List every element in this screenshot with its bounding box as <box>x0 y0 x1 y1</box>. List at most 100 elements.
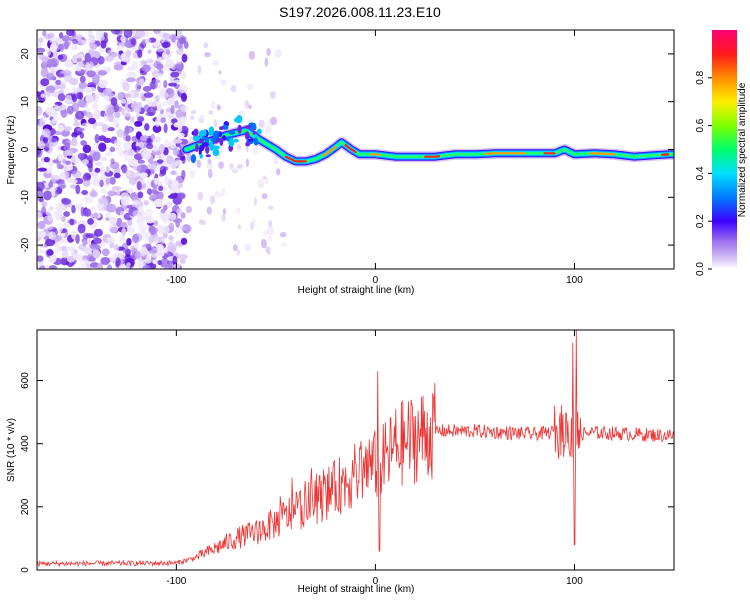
noise-speckle <box>247 83 254 91</box>
ridge-hot-segment <box>344 144 357 153</box>
colorbar-tick-label: 0.8 <box>695 70 706 84</box>
noise-speckle <box>84 52 91 63</box>
noise-speckle <box>217 153 222 160</box>
noise-speckle <box>150 163 157 170</box>
ridge-blob <box>201 142 209 147</box>
noise-speckle <box>60 109 68 118</box>
noise-speckle <box>133 200 139 206</box>
noise-speckle <box>37 160 45 166</box>
noise-speckle <box>152 144 159 152</box>
noise-speckle <box>218 192 225 197</box>
noise-speckle <box>144 123 150 131</box>
noise-speckle <box>206 162 214 169</box>
noise-speckle <box>106 236 115 244</box>
noise-speckle <box>181 155 186 164</box>
noise-speckle <box>43 147 50 152</box>
noise-speckle <box>60 232 66 238</box>
noise-speckle <box>159 91 169 99</box>
noise-speckle <box>135 30 146 38</box>
noise-speckle <box>49 43 58 53</box>
noise-speckle <box>132 234 139 244</box>
noise-speckle <box>113 172 121 179</box>
noise-speckle <box>236 249 240 256</box>
noise-speckle <box>221 187 226 194</box>
noise-speckle <box>82 174 88 181</box>
noise-speckle <box>248 118 253 124</box>
noise-speckle <box>148 249 158 254</box>
noise-speckle <box>48 231 56 241</box>
noise-speckle <box>237 224 241 230</box>
noise-speckle <box>160 36 165 44</box>
noise-speckle <box>45 106 56 116</box>
noise-speckle <box>57 54 64 60</box>
noise-speckle <box>170 104 175 115</box>
noise-speckle <box>174 228 181 235</box>
noise-speckle <box>99 165 106 176</box>
noise-speckle <box>146 137 152 143</box>
figure-title: S197.2026.008.11.23.E10 <box>279 4 441 20</box>
noise-speckle <box>161 41 171 49</box>
noise-speckle <box>153 235 162 244</box>
noise-speckle <box>120 35 126 43</box>
noise-speckle <box>106 203 116 213</box>
snr-y-tick-label: 200 <box>20 498 31 515</box>
noise-speckle <box>71 43 78 51</box>
noise-speckle <box>95 35 106 41</box>
noise-speckle <box>113 64 124 71</box>
noise-speckle <box>77 99 87 108</box>
noise-speckle <box>180 212 186 219</box>
noise-speckle <box>144 257 152 264</box>
noise-speckle <box>64 40 69 50</box>
ridge-blob <box>192 135 201 142</box>
noise-speckle <box>137 224 147 231</box>
noise-speckle <box>46 72 55 81</box>
ridge-blob <box>244 125 252 129</box>
noise-speckle <box>76 127 85 132</box>
ridge-blob <box>210 136 217 142</box>
noise-speckle <box>166 201 173 208</box>
noise-speckle <box>154 94 160 103</box>
noise-speckle <box>73 121 80 127</box>
ridge-hot-segment <box>589 152 616 156</box>
ridge-blob <box>253 137 259 146</box>
noise-speckle <box>153 177 159 185</box>
noise-speckle <box>43 156 50 163</box>
noise-speckle <box>99 179 104 188</box>
noise-speckle <box>64 142 71 151</box>
noise-speckle <box>145 243 152 250</box>
noise-speckle <box>130 116 135 124</box>
noise-speckle <box>76 92 83 100</box>
noise-speckle <box>81 122 91 128</box>
noise-speckle <box>55 209 63 217</box>
noise-speckle <box>269 91 276 99</box>
noise-speckle <box>185 224 192 233</box>
noise-speckle <box>207 168 213 179</box>
noise-speckle <box>50 174 60 182</box>
noise-speckle <box>175 109 184 118</box>
colorbar-gradient <box>712 30 737 269</box>
ridge-blob <box>253 125 257 130</box>
noise-speckle <box>158 143 165 153</box>
noise-speckle <box>163 123 168 134</box>
noise-speckle <box>143 92 154 98</box>
noise-speckle <box>168 235 175 241</box>
noise-speckle <box>83 208 92 217</box>
noise-speckle <box>161 225 170 234</box>
noise-speckle <box>156 159 164 164</box>
noise-speckle <box>236 164 243 169</box>
noise-speckle <box>65 94 72 104</box>
snr-y-label: SNR (10 * v/v) <box>6 418 17 482</box>
noise-speckle <box>41 201 48 208</box>
noise-speckle <box>54 104 59 110</box>
noise-speckle <box>170 71 180 78</box>
noise-speckle <box>61 198 71 205</box>
noise-speckle <box>132 210 142 218</box>
noise-speckle <box>104 151 113 156</box>
noise-speckle <box>178 253 188 260</box>
noise-speckle <box>105 212 111 219</box>
noise-speckle <box>87 218 94 225</box>
noise-speckle <box>41 128 51 138</box>
noise-speckle <box>73 249 79 255</box>
